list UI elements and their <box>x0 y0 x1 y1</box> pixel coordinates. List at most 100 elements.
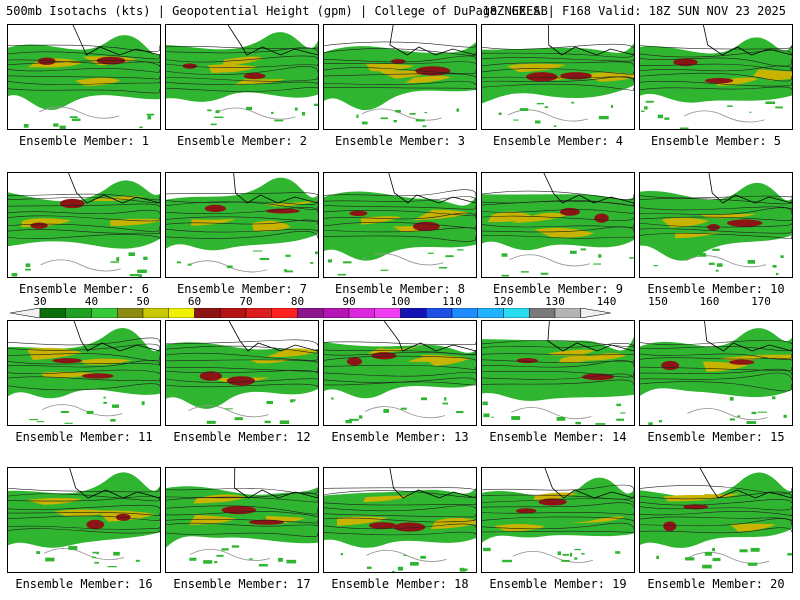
legend-color-swatch <box>194 308 221 318</box>
height-contour <box>640 353 792 360</box>
jet-core-area <box>494 523 546 532</box>
wind-speckle <box>380 269 389 271</box>
wind-speckle <box>483 413 490 418</box>
wind-speckle <box>92 556 97 559</box>
height-contour <box>324 235 476 242</box>
jet-stream-area <box>166 486 318 548</box>
height-contour <box>324 381 476 386</box>
wind-speckle <box>456 410 464 414</box>
height-contour <box>166 352 318 361</box>
legend-color-bar <box>9 308 611 318</box>
wind-speckle <box>189 557 197 561</box>
jet-maximum-area <box>349 210 368 216</box>
low-speed-contour <box>684 110 765 123</box>
wind-speckle <box>103 401 107 404</box>
height-contour <box>8 203 160 208</box>
isotach-map-svg <box>324 468 476 572</box>
isotach-map-svg <box>640 321 792 425</box>
wind-speckle <box>393 120 397 123</box>
height-contour <box>640 372 792 381</box>
jet-core-area <box>533 492 578 501</box>
height-contour <box>166 46 318 50</box>
wind-speckle <box>620 412 626 414</box>
wind-speckle <box>337 273 346 276</box>
wind-speckle <box>775 106 784 109</box>
jet-maximum-area <box>86 519 105 530</box>
wind-speckle <box>482 401 488 406</box>
wind-speckle <box>616 403 622 407</box>
wind-speckle <box>409 113 416 115</box>
jet-maximum-area <box>415 66 451 76</box>
coastline <box>544 468 634 499</box>
height-contour <box>166 366 318 373</box>
height-contour <box>482 226 634 233</box>
jet-core-area <box>413 209 469 221</box>
wind-speckle <box>540 272 549 275</box>
low-speed-contour <box>688 551 770 564</box>
wind-speckle <box>491 416 494 418</box>
ensemble-member-label: Ensemble Member: 19 <box>489 577 627 591</box>
wind-speckle <box>656 555 659 560</box>
height-contour <box>324 502 476 506</box>
wind-speckle <box>746 421 757 425</box>
wind-speckle <box>569 250 577 254</box>
jet-core-area <box>507 63 566 73</box>
wind-speckle <box>313 103 318 106</box>
jet-maximum-area <box>516 357 538 364</box>
height-contour <box>324 490 476 498</box>
height-contour <box>640 81 792 87</box>
wind-speckle <box>206 420 216 424</box>
height-contour <box>166 47 318 54</box>
ensemble-member-map <box>7 320 161 426</box>
ensemble-member-map <box>165 172 319 278</box>
wind-speckle <box>410 561 419 566</box>
jet-maximum-area <box>663 521 677 532</box>
height-contour <box>8 193 160 201</box>
height-contour <box>324 41 476 48</box>
legend-tick-label: 50 <box>136 295 150 308</box>
wind-speckle <box>264 420 271 424</box>
jet-maximum-area <box>30 222 48 229</box>
isotach-map-svg <box>324 173 476 276</box>
wind-speckle <box>501 274 509 277</box>
isotach-map-svg <box>324 25 476 128</box>
wind-speckle <box>765 101 776 105</box>
jet-maximum-area <box>59 198 85 209</box>
ensemble-member-label: Ensemble Member: 8 <box>334 282 466 296</box>
height-contour <box>640 232 792 240</box>
jet-core-area <box>577 353 627 361</box>
height-contour <box>482 43 634 50</box>
wind-speckle <box>574 548 581 551</box>
wind-speckle <box>278 557 283 562</box>
jet-maximum-area <box>243 72 266 80</box>
ensemble-member-map <box>323 467 477 573</box>
legend-color-swatch <box>554 308 581 318</box>
wind-speckle <box>135 559 140 562</box>
height-contour <box>8 343 160 351</box>
height-contour <box>166 345 318 354</box>
wind-speckle <box>664 117 670 120</box>
height-contour <box>324 513 476 518</box>
wind-speckle <box>71 118 81 122</box>
jet-stream-area <box>324 191 476 261</box>
coastline <box>543 173 634 204</box>
height-contour <box>166 522 318 527</box>
height-contour <box>482 83 634 91</box>
legend-color-swatch <box>117 308 144 318</box>
height-contour <box>482 379 634 386</box>
wind-speckle <box>615 551 621 554</box>
wind-speckle <box>356 114 359 118</box>
wind-speckle <box>747 259 756 264</box>
wind-speckle <box>45 557 55 562</box>
ensemble-member-map <box>7 467 161 573</box>
ensemble-member-label: Ensemble Member: 1 <box>18 134 150 148</box>
wind-speckle <box>569 552 572 557</box>
jet-maximum-area <box>705 77 734 84</box>
height-contour <box>640 516 792 522</box>
legend-tick-label: 60 <box>187 295 202 308</box>
coastline <box>704 321 792 352</box>
wind-speckle <box>544 106 549 108</box>
wind-speckle <box>143 256 148 260</box>
wind-speckle <box>727 105 733 107</box>
height-contour <box>640 499 792 506</box>
